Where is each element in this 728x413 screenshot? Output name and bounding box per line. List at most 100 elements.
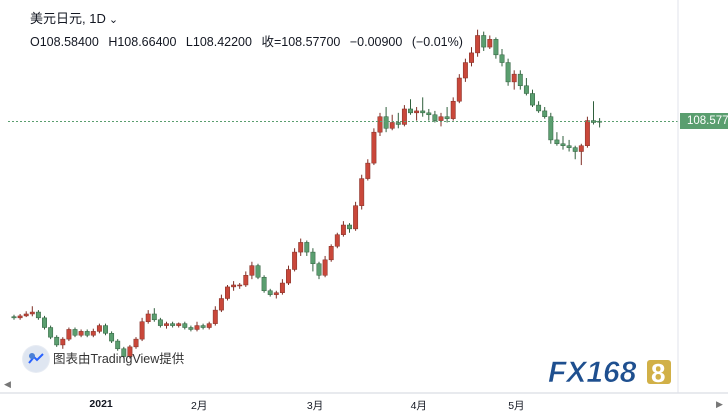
candle [133,338,139,348]
scroll-left-arrow-icon[interactable]: ◀ [4,379,11,389]
candle [487,39,493,48]
chevron-down-icon[interactable]: ⌄ [108,14,119,26]
candle [182,323,188,328]
candle [554,139,560,145]
candle [115,340,121,350]
candle [578,145,584,152]
candle [365,162,371,179]
symbol-separator: , [82,11,86,26]
candle [194,325,200,330]
candle [371,131,377,164]
candle [66,329,72,340]
candle [469,52,474,63]
candle [151,313,157,321]
change-value: −0.00900 [349,35,403,49]
candle [212,309,218,324]
candle [273,292,279,295]
tradingview-attribution[interactable]: 图表由TradingView提供 [22,345,222,373]
candle [377,116,383,133]
candle [426,112,432,116]
candle [127,346,133,357]
candle [340,224,346,235]
candle [103,325,108,334]
interval-label[interactable]: 1D [89,11,106,26]
candle [261,276,267,292]
candle [511,73,517,83]
candle [450,100,456,119]
candle [548,116,554,141]
candle [572,147,578,152]
low-value: L108.42200 [185,35,252,49]
candle [29,311,35,315]
candle [523,85,529,94]
candle [584,120,590,146]
candle [243,275,249,286]
time-axis-label: 2021 [89,398,113,410]
last-price-tag: 108.577 [680,113,728,130]
candle [60,338,66,346]
candle [72,329,78,336]
candle [170,323,176,326]
candle [420,110,426,114]
candle [536,104,542,112]
candle [310,251,316,264]
candle [145,313,151,322]
candle [218,298,224,311]
fx168-logo-text: FX168 [548,356,637,386]
candle [316,263,322,276]
candle [255,265,261,278]
svg-text:8: 8 [651,358,665,386]
candle [408,108,413,114]
candle [493,39,499,56]
time-axis-label: 4月 [410,400,427,412]
fx168-logo: FX168 8 [546,356,676,389]
candle [298,242,304,253]
change-percent: (−0.01%) [411,35,463,49]
candle [23,313,29,317]
candle [90,331,96,336]
candle [176,323,182,326]
candle [359,178,365,206]
tradingview-logo-icon [22,345,50,373]
attribution-text[interactable]: 图表由TradingView提供 [53,352,185,366]
scroll-right-arrow-icon[interactable]: ▶ [716,399,723,409]
high-value: H108.66400 [108,35,177,49]
candle [249,265,255,276]
candle [462,62,468,79]
candle [347,224,352,230]
candle [11,316,17,319]
candle [200,325,206,328]
candle [84,331,90,336]
candle [353,205,359,230]
candle [456,77,462,102]
candle [334,234,340,247]
candle [54,336,60,346]
candle [517,73,523,87]
candle [188,327,194,330]
candle [96,325,102,332]
candle [279,282,285,293]
candle [164,323,169,326]
candle [42,317,47,328]
candle [481,35,487,48]
time-axis-label: 2月 [191,400,208,412]
symbol-header[interactable]: 美元日元, 1D ⌄ [30,8,118,27]
candle [322,259,328,276]
candle [139,321,145,340]
open-value: O108.58400 [30,35,99,49]
candle [432,114,438,121]
candle [566,145,572,148]
candle [389,122,395,129]
candle [286,269,291,284]
candle [231,284,237,288]
candle [292,251,298,270]
candle [401,108,407,125]
candle [444,116,450,119]
candles-group [11,29,603,359]
candle [78,331,84,336]
candle [560,143,566,146]
ohlc-legend: O108.58400 H108.66400 L108.42200 收=108.5… [30,31,469,50]
candle [157,319,163,326]
candle [383,116,389,129]
